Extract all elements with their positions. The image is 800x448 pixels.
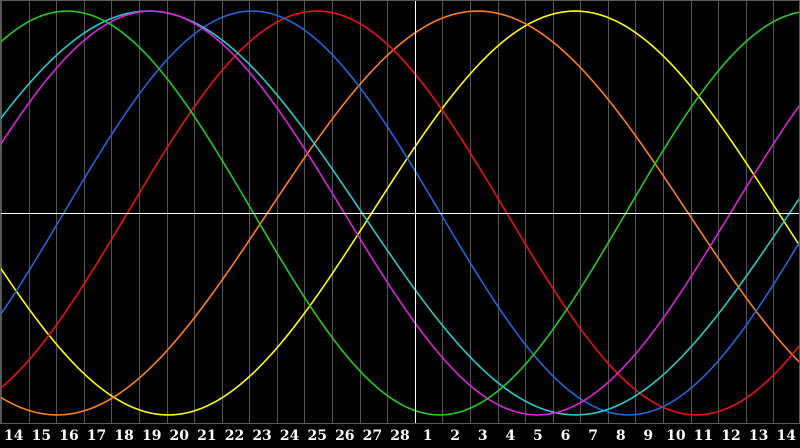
x-tick-label-21: 7: [588, 428, 598, 444]
x-tick-label-11: 25: [307, 428, 327, 444]
x-tick-label-8: 22: [224, 428, 245, 444]
x-tick-label-25: 11: [693, 428, 714, 444]
x-tick-label-0: 14: [4, 428, 24, 444]
curve-yellow: [1, 10, 799, 416]
x-tick-label-6: 20: [169, 428, 190, 444]
x-tick-label-5: 19: [141, 428, 162, 444]
x-axis-tick-labels: 14 15 16 17 18 19 20 21 22 23 24 25 26 27 28 1 2 3 4 5 6 7 8 9 1…: [0, 424, 800, 448]
x-tick-label-14: 28: [390, 428, 410, 444]
x-tick-label-15: 1: [422, 428, 433, 444]
curve-orange: [1, 10, 799, 416]
curve-cyan: [1, 10, 799, 416]
curve-magenta: [1, 10, 799, 416]
x-tick-label-1: 15: [31, 428, 52, 444]
x-tick-label-19: 5: [533, 428, 543, 444]
curve-red: [1, 10, 799, 416]
x-tick-label-3: 17: [86, 428, 107, 444]
curve-blue: [1, 10, 799, 416]
x-tick-label-27: 13: [748, 428, 769, 444]
x-tick-label-22: 8: [615, 428, 626, 444]
x-tick-label-7: 21: [197, 428, 217, 444]
x-tick-label-12: 26: [335, 428, 355, 444]
crosshair-layer: [1, 1, 799, 423]
x-tick-label-9: 23: [252, 428, 272, 444]
x-tick-label-4: 18: [114, 428, 134, 444]
x-tick-label-13: 27: [362, 428, 383, 444]
x-tick-label-10: 24: [279, 428, 300, 444]
plot-area: [0, 0, 800, 424]
x-tick-label-2: 16: [59, 428, 79, 444]
x-tick-label-18: 4: [505, 428, 516, 444]
x-tick-label-23: 9: [643, 428, 654, 444]
x-tick-label-16: 2: [450, 428, 461, 444]
curve-layer: [1, 1, 799, 423]
x-tick-label-28: 14: [776, 428, 796, 444]
x-tick-label-20: 6: [560, 428, 571, 444]
x-tick-label-26: 12: [721, 428, 741, 444]
x-tick-label-24: 10: [666, 428, 686, 444]
curve-green: [1, 10, 799, 416]
x-tick-label-17: 3: [477, 428, 488, 444]
